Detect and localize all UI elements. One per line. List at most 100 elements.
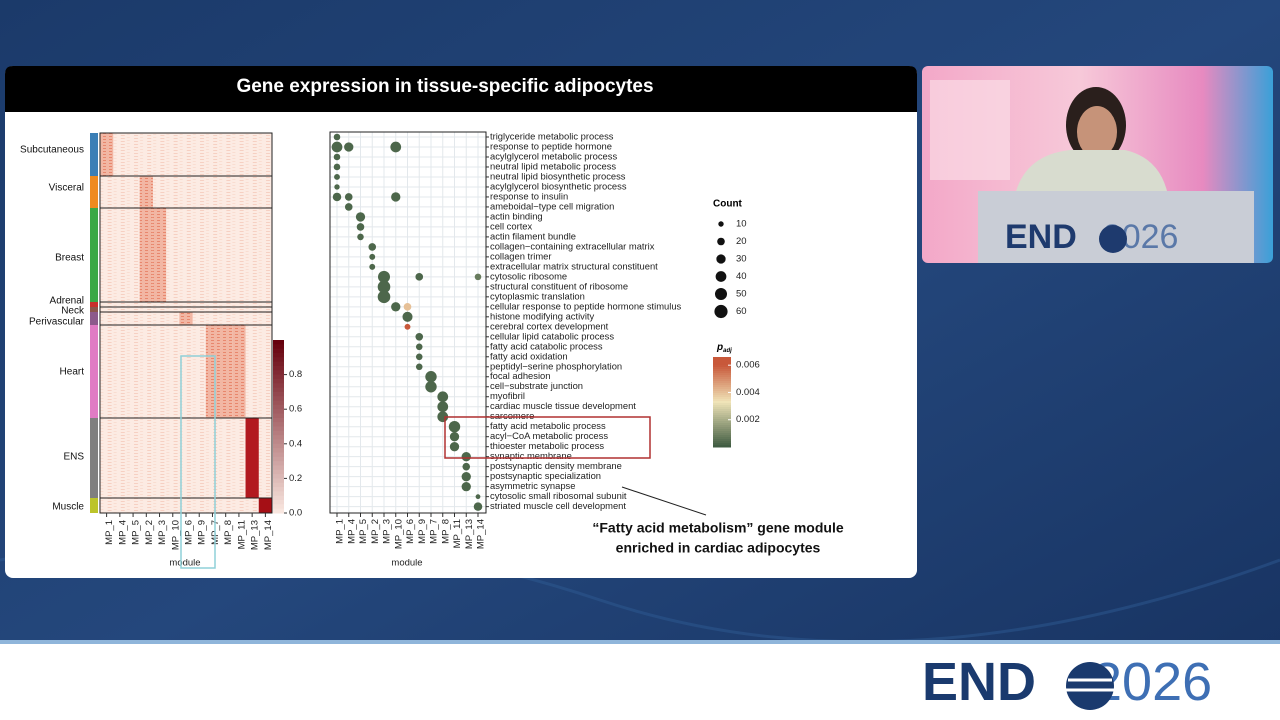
x-tick-label: MP_11 <box>452 519 463 548</box>
dot <box>355 212 366 222</box>
dot <box>475 494 481 500</box>
dot <box>415 353 423 361</box>
annotation-line <box>621 486 707 516</box>
group-label: Breast <box>55 253 84 264</box>
dot <box>425 381 437 393</box>
legend-gradient <box>713 441 731 444</box>
term-label: cerebral cortex development <box>490 320 609 331</box>
dot <box>334 174 340 180</box>
term-label: response to insulin <box>490 190 568 201</box>
term-label: fatty acid oxidation <box>490 350 568 361</box>
colorbar-segment <box>273 495 284 501</box>
colorbar-segment <box>273 469 284 475</box>
term-label: neutral lipid biosynthetic process <box>490 170 626 181</box>
colorbar-segment <box>273 500 284 505</box>
group-label: Adrenal <box>50 296 84 307</box>
logo-globe <box>1066 678 1114 692</box>
term-label: asymmetric synapse <box>490 480 575 491</box>
group-label: Perivascular <box>29 317 85 328</box>
legend-gradient <box>713 417 731 420</box>
slide-header <box>5 66 917 112</box>
legend-tick-label: 0.002 <box>736 414 760 425</box>
dot <box>391 302 401 312</box>
term-label: cytosolic small ribosomal subunit <box>490 490 627 501</box>
legend-tick-label: 0.006 <box>736 360 760 371</box>
legend-gradient <box>713 405 731 408</box>
legend-gradient <box>713 357 731 360</box>
dot <box>425 371 437 383</box>
group-label: Heart <box>60 367 85 378</box>
dot <box>331 141 343 153</box>
colorbar-segment <box>273 430 284 436</box>
colorbar-segment <box>273 456 284 462</box>
x-tick-label: MP_1 <box>335 519 346 544</box>
colorbar-segment <box>273 391 284 397</box>
x-tick-label: MP_9 <box>197 520 208 545</box>
group-color <box>90 176 98 208</box>
dot <box>344 203 353 211</box>
legend-label: 60 <box>736 306 747 317</box>
legend-gradient <box>713 443 731 446</box>
term-label: synaptic membrane <box>490 450 572 461</box>
group-color <box>90 307 98 312</box>
dot <box>437 391 449 403</box>
term-label: triglyceride metabolic process <box>490 130 614 141</box>
dot <box>473 502 483 511</box>
legend-gradient <box>713 387 731 390</box>
heatmap-block <box>100 133 114 176</box>
legend-label: 20 <box>736 236 747 247</box>
legend-gradient <box>713 415 731 418</box>
legend-gradient <box>713 395 731 398</box>
legend-gradient <box>713 373 731 376</box>
heatmap-block <box>139 208 153 302</box>
highlight-box <box>180 355 216 569</box>
legend-gradient <box>713 361 731 364</box>
legend-gradient <box>713 433 731 436</box>
colorbar-segment <box>273 365 284 371</box>
x-tick-label: MP_8 <box>223 520 234 545</box>
x-tick-label: MP_10 <box>393 519 404 549</box>
heatmap-block <box>219 325 233 418</box>
colorbar-tick-label: 0.4 <box>289 438 302 449</box>
dot <box>462 462 471 471</box>
colorbar-segment <box>273 378 284 384</box>
colorbar-segment <box>273 417 284 423</box>
colorbar-segment <box>273 491 284 497</box>
legend-gradient <box>713 439 731 442</box>
x-tick-label: MP_6 <box>405 519 416 544</box>
legend-dot <box>716 254 726 264</box>
heatmap-block <box>232 325 246 418</box>
term-label: thioester metabolic process <box>490 440 604 451</box>
term-label: actin binding <box>490 210 543 221</box>
dot-plot: MP_1 MP_4 MP_5 MP_2 MP_3 MP_10 MP_6 MP_9 MP_7 MP_… <box>329 130 760 569</box>
dot <box>344 142 354 152</box>
dot <box>415 273 424 281</box>
speaker <box>1015 150 1168 195</box>
heatmap: Subcutaneous Visceral Breast AdrenalNeckPer… <box>20 132 302 569</box>
x-tick-label: MP_8 <box>440 519 451 544</box>
legend-gradient <box>713 379 731 382</box>
x-tick-label: MP_14 <box>476 519 487 549</box>
speaker <box>1077 106 1117 158</box>
legend-gradient <box>713 363 731 366</box>
term-label: extracellular matrix structural constitu… <box>490 260 658 271</box>
legend-gradient <box>713 423 731 426</box>
annotation: enriched in cardiac adipocytes <box>616 540 821 556</box>
colorbar-segment <box>273 448 284 453</box>
dot <box>437 401 449 413</box>
dot <box>449 432 460 442</box>
x-tick-label: MP_5 <box>131 520 142 545</box>
legend-gradient <box>713 421 731 424</box>
dot <box>391 192 401 202</box>
colorbar-tick-label: 0.0 <box>289 508 302 519</box>
colorbar-segment <box>273 404 284 410</box>
term-label: focal adhesion <box>490 370 550 381</box>
legend-gradient <box>713 371 731 374</box>
dot <box>377 290 391 304</box>
group-color <box>90 312 98 325</box>
dot <box>333 133 341 141</box>
dot <box>461 481 471 492</box>
x-tick-label: MP_7 <box>429 519 440 544</box>
legend-title: padj <box>716 342 732 354</box>
